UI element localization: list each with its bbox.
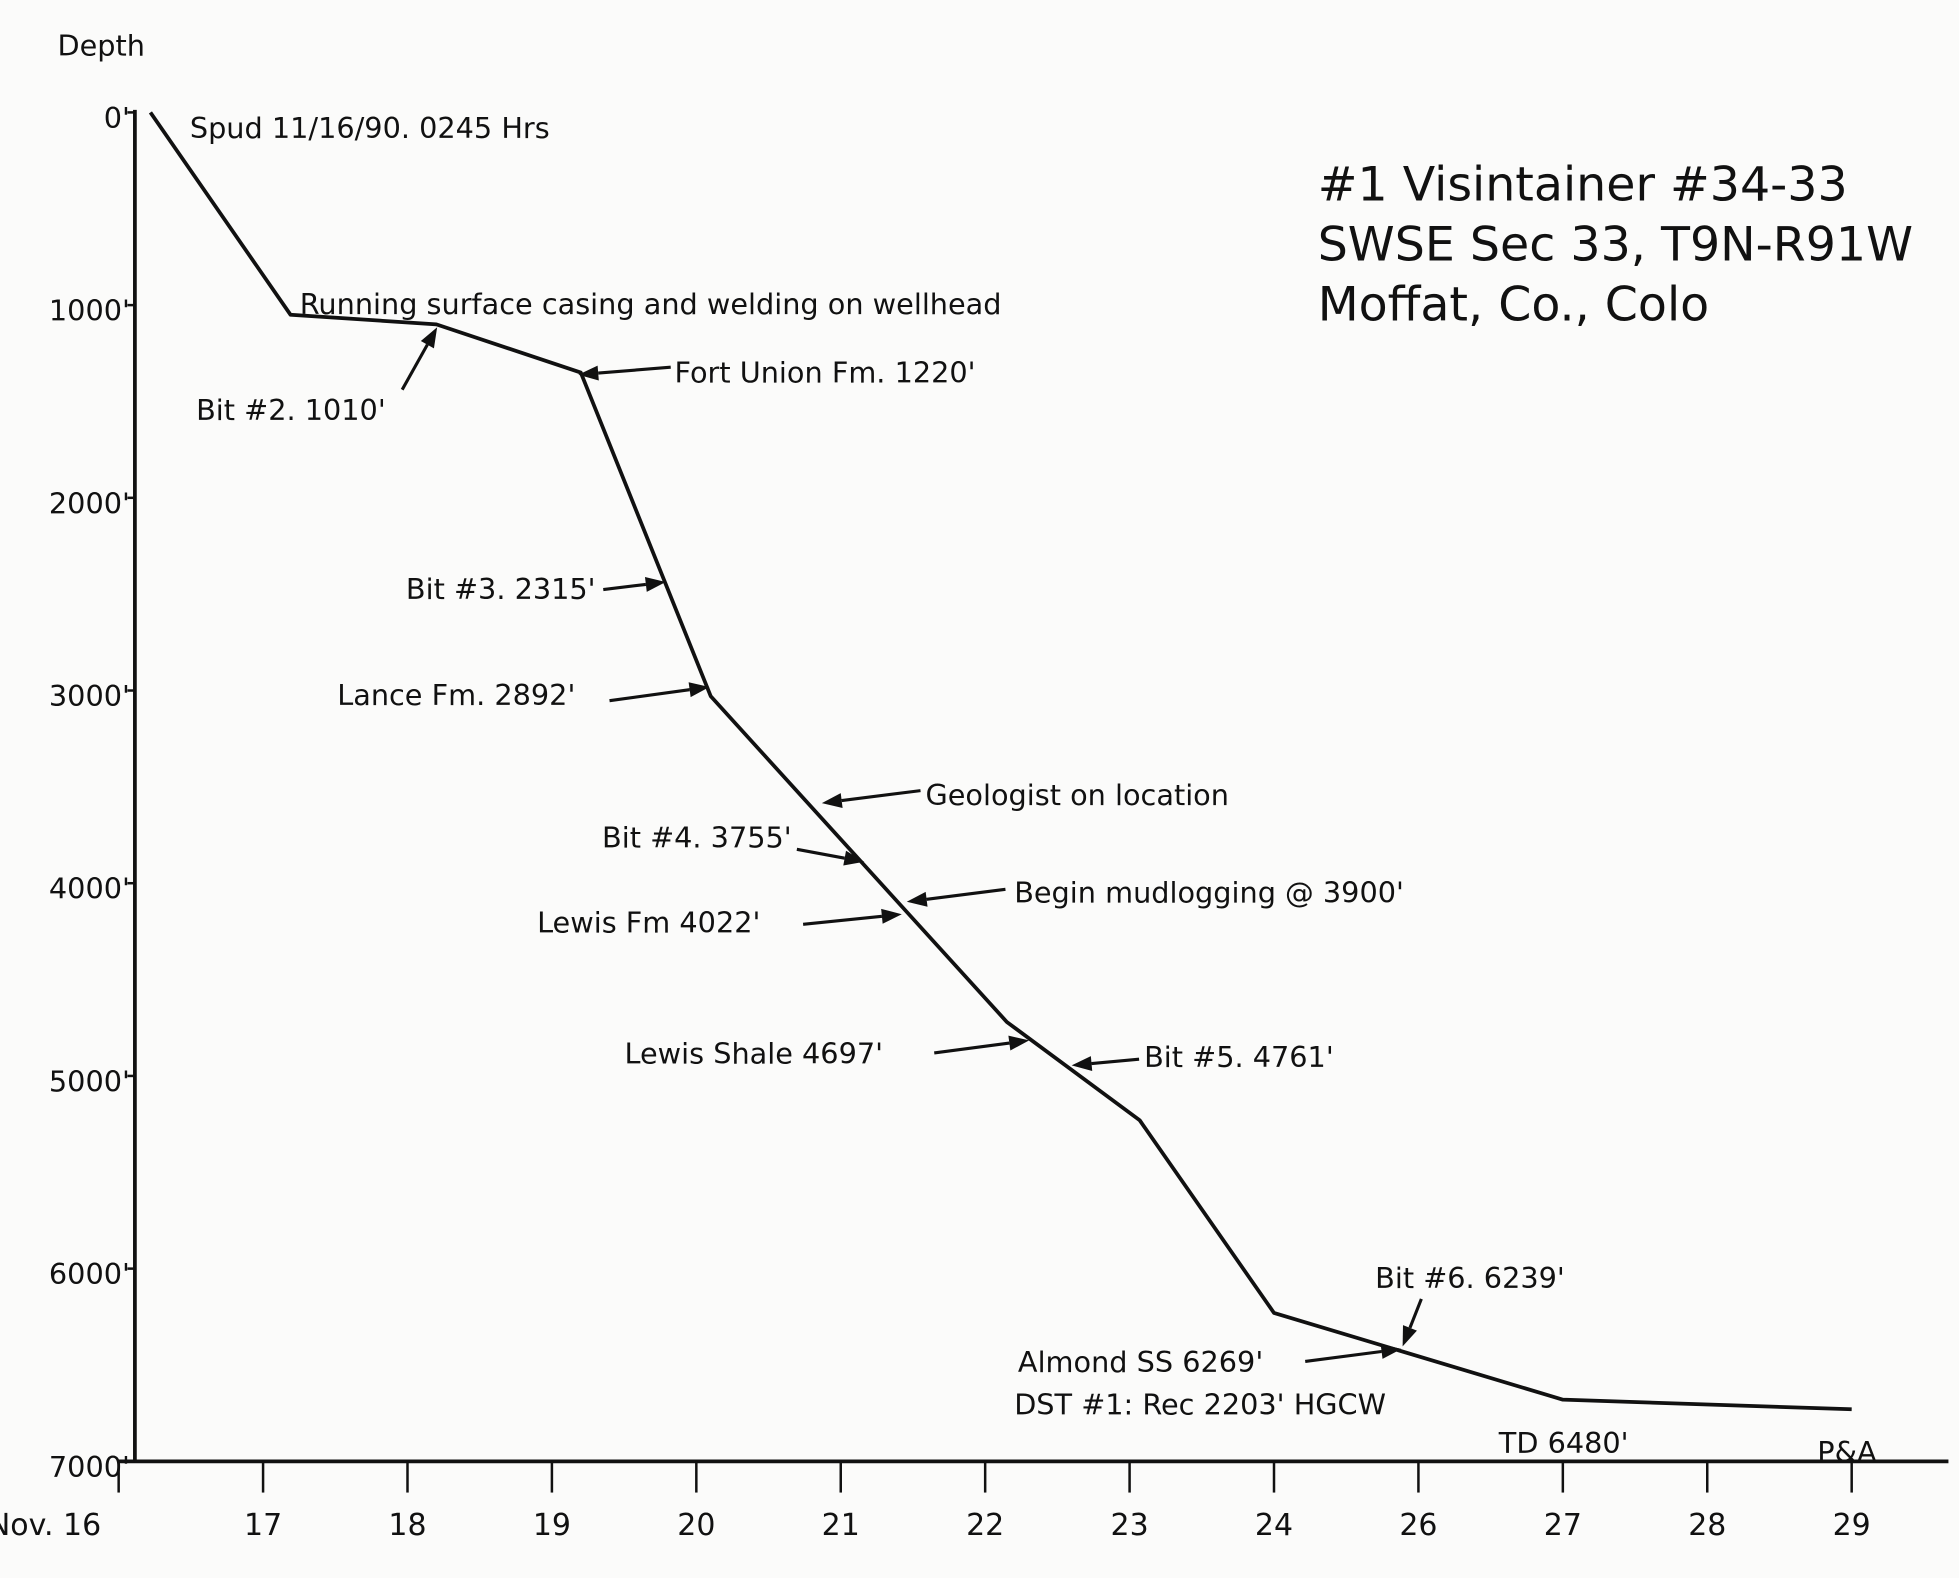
annotation: Bit #3. 2315' — [406, 572, 596, 606]
x-tick-label: 19 — [533, 1508, 571, 1543]
annotation: Bit #2. 1010' — [196, 393, 386, 427]
annotation-arrow — [598, 365, 671, 375]
annotation-arrowhead — [881, 908, 902, 924]
annotation-arrow — [796, 847, 845, 860]
x-tick-label: 18 — [388, 1508, 426, 1543]
y-tick-label: 6000' — [49, 1257, 130, 1291]
annotation-arrowhead — [578, 365, 599, 381]
chart-title: #1 Visintainer #34-33 — [1318, 157, 1848, 212]
annotation-arrowhead — [1071, 1056, 1093, 1072]
annotation-arrow — [609, 688, 690, 703]
annotation-arrow — [802, 914, 883, 926]
annotation: Almond SS 6269' — [1018, 1345, 1263, 1379]
y-tick-label: 7000' — [49, 1450, 130, 1484]
annotation-arrowhead — [843, 850, 865, 866]
annotation-arrow — [926, 887, 1006, 901]
y-tick-label: 1000' — [49, 294, 130, 328]
annotation-arrowhead — [644, 576, 666, 592]
x-tick-label: 20 — [677, 1508, 715, 1543]
annotation: Geologist on location — [926, 778, 1229, 812]
x-tick-label: 23 — [1111, 1508, 1149, 1543]
annotation: Lance Fm. 2892' — [337, 678, 575, 712]
y-tick-label: 0' — [104, 101, 130, 135]
y-axis-label: Depth — [57, 28, 144, 62]
y-tick-label: 5000' — [49, 1064, 130, 1098]
plot: Depth 0' 1000' 2000' 3000' 4000' 5000' 6000' 70… — [0, 28, 1949, 1543]
x-tick-label: 27 — [1544, 1508, 1582, 1543]
annotation-arrowhead — [821, 793, 843, 809]
annotation: Bit #6. 6239' — [1375, 1261, 1565, 1295]
chart-title: Moffat, Co., Colo — [1318, 277, 1709, 332]
chart-title: SWSE Sec 33, T9N-R91W — [1318, 217, 1913, 272]
annotation-arrow — [934, 1041, 1010, 1055]
annotation-arrow — [400, 343, 429, 391]
annotation-arrow — [603, 582, 647, 592]
annotation: Bit #4. 3755' — [602, 820, 792, 854]
annotation-arrowhead — [420, 327, 438, 349]
x-tick-label: 29 — [1833, 1508, 1871, 1543]
y-tick-label: 4000' — [49, 872, 130, 906]
annotation-arrowhead — [688, 682, 710, 698]
annotation: Spud 11/16/90. 0245 Hrs — [190, 111, 550, 145]
y-tick-label: 2000' — [49, 486, 130, 520]
annotation-arrow — [1305, 1349, 1382, 1363]
annotation: Lewis Fm 4022' — [537, 905, 760, 939]
annotation: P&A — [1817, 1435, 1877, 1469]
x-tick-label: 24 — [1255, 1508, 1293, 1543]
annotation: Bit #5. 4761' — [1144, 1040, 1334, 1074]
x-tick-label: 17 — [244, 1508, 282, 1543]
annotation-arrowhead — [1008, 1035, 1030, 1051]
annotation: DST #1: Rec 2203' HGCW — [1014, 1387, 1386, 1421]
annotation-arrow — [1408, 1298, 1423, 1329]
annotation-arrow — [1091, 1057, 1140, 1066]
y-tick-label: 3000' — [49, 679, 130, 713]
annotation-arrowhead — [906, 891, 928, 907]
annotation: Begin mudlogging @ 3900' — [1014, 875, 1404, 909]
x-tick-label: 21 — [822, 1508, 860, 1543]
annotation: TD 6480' — [1498, 1426, 1629, 1460]
annotation-arrow — [841, 789, 921, 803]
annotation: Fort Union Fm. 1220' — [674, 356, 975, 390]
annotation-arrowhead — [1402, 1325, 1417, 1347]
x-tick-label: 28 — [1688, 1508, 1726, 1543]
annotation-arrowhead — [1380, 1344, 1402, 1359]
x-tick-label: Nov. 16 — [0, 1508, 101, 1543]
annotation: Running surface casing and welding on we… — [300, 287, 1002, 321]
x-tick-label: 22 — [966, 1508, 1004, 1543]
annotation: Lewis Shale 4697' — [625, 1036, 884, 1070]
x-tick-label: 26 — [1399, 1508, 1437, 1543]
